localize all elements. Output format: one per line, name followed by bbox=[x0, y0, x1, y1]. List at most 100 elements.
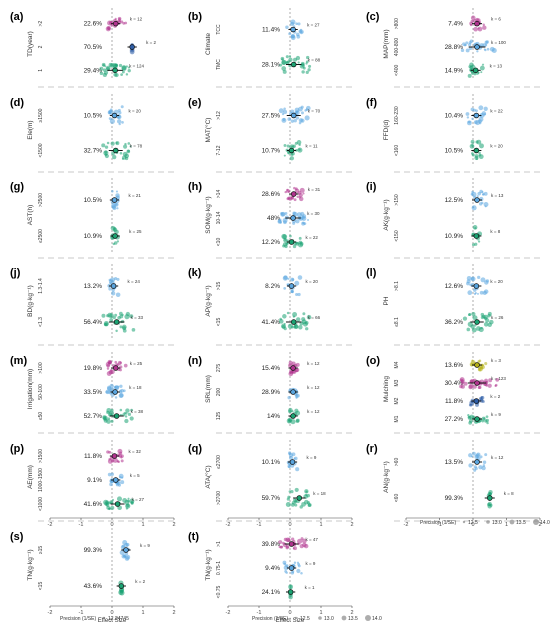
panel-h: (h)SOM(g·kg⁻¹) >14 28.6% k = 31 10-14 48% k = … bbox=[188, 178, 321, 252]
scatter-point bbox=[281, 117, 287, 123]
category-tick-label: ≥1500 bbox=[38, 108, 44, 122]
scatter-point bbox=[308, 64, 312, 68]
scatter-point bbox=[278, 540, 283, 545]
scatter-point bbox=[485, 43, 488, 46]
mean-effect-point bbox=[112, 477, 119, 483]
percent-label: 33.5% bbox=[84, 389, 103, 396]
scatter-point bbox=[479, 43, 484, 48]
y-axis-label: TN(g·kg⁻¹) bbox=[27, 549, 34, 580]
scatter-point bbox=[118, 389, 123, 394]
scatter-point bbox=[296, 140, 302, 145]
scatter-point bbox=[460, 384, 465, 389]
scatter-point bbox=[287, 196, 291, 200]
scatter-point bbox=[476, 195, 479, 198]
panel-label: (h) bbox=[188, 181, 202, 193]
scatter-point bbox=[478, 327, 484, 333]
scatter-point bbox=[108, 287, 112, 291]
k-label: k = 30 bbox=[307, 211, 320, 216]
scatter-point bbox=[115, 141, 118, 145]
scatter-point bbox=[469, 283, 473, 287]
scatter-point bbox=[305, 70, 309, 74]
scatter-point bbox=[297, 147, 303, 153]
y-axis-label: MAP(mm) bbox=[383, 29, 390, 58]
percent-label: 11.8% bbox=[84, 453, 102, 460]
panel-label: (g) bbox=[10, 181, 24, 193]
k-label: k = 20 bbox=[490, 279, 503, 284]
scatter-point bbox=[295, 292, 299, 297]
scatter-point bbox=[486, 421, 489, 425]
scatter-point bbox=[291, 290, 294, 294]
scatter-point bbox=[282, 244, 286, 248]
scatter-point bbox=[287, 323, 293, 329]
scatter-point bbox=[102, 63, 106, 67]
scatter-point bbox=[485, 415, 489, 419]
category-tick-label: M2 bbox=[394, 397, 400, 404]
scatter-point bbox=[107, 458, 113, 464]
scatter-point bbox=[282, 560, 287, 565]
category-tick-label: 1 bbox=[38, 69, 44, 72]
percent-label: 14.9% bbox=[445, 67, 464, 74]
x-tick-label: 0 bbox=[288, 610, 291, 616]
mean-effect-point bbox=[290, 191, 297, 197]
mean-effect-point bbox=[487, 495, 493, 501]
k-label: k = 22 bbox=[306, 235, 319, 240]
scatter-point bbox=[465, 112, 470, 116]
mean-effect-point bbox=[296, 495, 303, 501]
percent-label: 10.1% bbox=[262, 459, 281, 466]
scatter-point bbox=[474, 467, 478, 471]
percent-label: 27.2% bbox=[445, 416, 464, 423]
scatter-point bbox=[483, 106, 488, 111]
legend-panel-t: Precision (1/SE) 12.5 13.0 13.5 14.0 bbox=[252, 615, 382, 622]
scatter-point bbox=[116, 277, 120, 281]
scatter-point bbox=[465, 41, 469, 45]
percent-label: 9.4% bbox=[265, 565, 280, 572]
category-tick-label: <1.3 bbox=[38, 317, 44, 327]
k-label: k = 27 bbox=[132, 497, 145, 502]
scatter-point bbox=[290, 490, 294, 494]
x-tick-label: -1 bbox=[257, 610, 262, 616]
legend-label: 12.5 bbox=[300, 616, 310, 622]
category-tick-label: ≤2500 bbox=[38, 229, 44, 243]
category-tick-label: ≤8.1 bbox=[394, 317, 400, 327]
scatter-point bbox=[288, 594, 293, 600]
scatter-point bbox=[110, 141, 115, 146]
scatter-point bbox=[476, 50, 479, 53]
category-tick-label: >60 bbox=[394, 458, 400, 467]
k-label: k = 2 bbox=[135, 579, 145, 584]
scatter-point bbox=[473, 120, 478, 125]
legend-label: 13.5 bbox=[348, 616, 358, 622]
mean-effect-point bbox=[287, 589, 294, 595]
scatter-point bbox=[120, 105, 124, 109]
scatter-point bbox=[301, 70, 305, 74]
scatter-point bbox=[489, 319, 494, 325]
scatter-point bbox=[125, 73, 129, 76]
y-axis-label: ATA(°C) bbox=[204, 465, 212, 488]
x-tick-label: 2 bbox=[538, 522, 541, 528]
panel-q: (q) ATA(°C) ≤2700 10.1% k = 9 >2700 59.7% k = 1… bbox=[188, 440, 354, 528]
scatter-point bbox=[479, 455, 483, 459]
k-label: k = 9 bbox=[306, 455, 316, 460]
scatter-point bbox=[287, 418, 291, 421]
panel-j: (j) BD(g·kg⁻¹) 1.3-1.4 13.2% k = 24 <1.3 56.4%… bbox=[10, 264, 144, 338]
y-axis-label: SOM(g·kg⁻¹) bbox=[205, 196, 212, 233]
scatter-point bbox=[279, 317, 282, 321]
scatter-point bbox=[467, 415, 471, 419]
scatter-point bbox=[108, 62, 113, 67]
scatter-point bbox=[480, 277, 486, 283]
category-tick-label: <15 bbox=[216, 318, 222, 327]
scatter-point bbox=[109, 281, 113, 285]
scatter-point bbox=[121, 157, 124, 160]
percent-label: 59.7% bbox=[262, 495, 281, 502]
scatter-point bbox=[283, 287, 287, 290]
scatter-point bbox=[107, 501, 111, 505]
scatter-point bbox=[119, 393, 124, 398]
scatter-point bbox=[101, 313, 106, 318]
scatter-point bbox=[289, 156, 295, 161]
scatter-point bbox=[121, 65, 127, 71]
scatter-point bbox=[286, 311, 290, 315]
scatter-point bbox=[122, 21, 126, 25]
percent-label: 28.6% bbox=[262, 191, 281, 198]
k-label: k = 26 bbox=[491, 315, 504, 320]
k-label: k = 3 bbox=[491, 358, 501, 363]
mean-effect-point bbox=[112, 67, 118, 74]
